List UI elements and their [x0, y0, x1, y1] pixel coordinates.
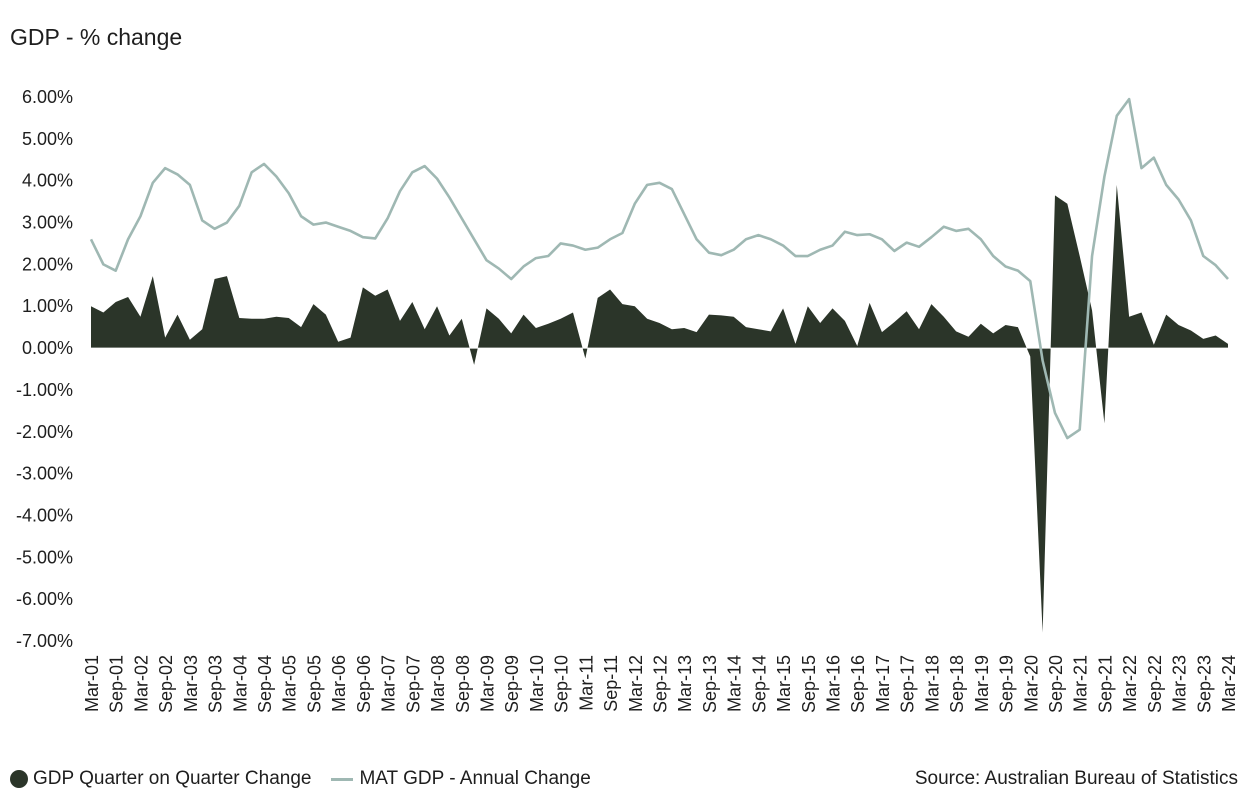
x-tick-label: Mar-19	[972, 655, 992, 712]
y-tick-label: -6.00%	[16, 589, 73, 609]
series-mat-line	[89, 97, 1229, 440]
y-tick-label: 4.00%	[22, 171, 73, 191]
x-tick-label: Sep-10	[552, 655, 572, 713]
x-tick-label: Sep-11	[601, 655, 621, 712]
y-tick-label: -7.00%	[16, 631, 73, 651]
x-tick-label: Mar-14	[725, 655, 745, 712]
x-tick-label: Mar-06	[329, 655, 349, 712]
x-tick-label: Mar-05	[280, 655, 300, 712]
x-tick-label: Mar-09	[477, 655, 497, 712]
x-tick-label: Sep-06	[354, 655, 374, 713]
x-tick-label: Mar-08	[428, 655, 448, 712]
x-tick-label: Sep-01	[107, 655, 127, 713]
x-tick-label: Mar-23	[1170, 655, 1190, 712]
y-tick-label: 0.00%	[22, 338, 73, 358]
x-tick-label: Sep-04	[255, 655, 275, 713]
y-tick-label: -3.00%	[16, 464, 73, 484]
y-tick-label: -5.00%	[16, 547, 73, 567]
x-tick-label: Sep-19	[997, 655, 1017, 713]
x-tick-label: Sep-03	[206, 655, 226, 713]
legend-item-qoq: GDP Quarter on Quarter Change	[10, 768, 311, 790]
x-tick-label: Sep-08	[453, 655, 473, 713]
x-tick-label: Sep-13	[700, 655, 720, 713]
x-tick-label: Mar-18	[922, 655, 942, 712]
x-tick-label: Mar-10	[527, 655, 547, 712]
x-tick-label: Sep-18	[947, 655, 967, 713]
x-tick-label: Sep-07	[403, 655, 423, 713]
y-tick-label: -2.00%	[16, 422, 73, 442]
x-tick-label: Mar-13	[675, 655, 695, 712]
source-note: Source: Australian Bureau of Statistics	[914, 768, 1238, 789]
y-tick-label: -1.00%	[16, 380, 73, 400]
x-tick-label: Sep-15	[799, 655, 819, 713]
y-tick-label: 3.00%	[22, 213, 73, 233]
x-tick-label: Sep-12	[651, 655, 671, 713]
y-axis-labels: 6.00% 5.00% 4.00% 3.00% 2.00% 1.00% 0.00% -1.00…	[16, 87, 73, 651]
x-tick-label: Mar-17	[873, 655, 893, 712]
legend-swatch-qoq	[10, 770, 28, 788]
x-tick-label: Mar-04	[230, 655, 250, 712]
x-tick-label: Mar-03	[181, 655, 201, 712]
x-tick-label: Mar-24	[1219, 655, 1239, 712]
y-tick-label: 6.00%	[22, 87, 73, 107]
x-tick-label: Sep-20	[1046, 655, 1066, 713]
y-tick-label: 1.00%	[22, 296, 73, 316]
series-qoq-area	[91, 184, 1228, 633]
x-tick-label: Sep-14	[749, 655, 769, 713]
y-tick-label: 2.00%	[22, 254, 73, 274]
chart-title: GDP - % change	[10, 24, 183, 50]
x-tick-label: Mar-22	[1120, 655, 1140, 712]
qoq-area-layer	[91, 184, 1228, 633]
x-tick-label: Mar-01	[82, 655, 102, 712]
chart-plot: 6.00% 5.00% 4.00% 3.00% 2.00% 1.00% 0.00% -1.00…	[16, 87, 1239, 713]
y-tick-label: 5.00%	[22, 129, 73, 149]
x-tick-label: Sep-23	[1194, 655, 1214, 713]
x-tick-label: Sep-17	[898, 655, 918, 713]
legend: GDP Quarter on Quarter Change MAT GDP - …	[10, 768, 611, 790]
x-tick-label: Sep-21	[1095, 655, 1115, 713]
legend-label-qoq: GDP Quarter on Quarter Change	[33, 768, 312, 789]
y-tick-label: -4.00%	[16, 505, 73, 525]
x-tick-label: Sep-09	[502, 655, 522, 713]
x-tick-label: Mar-12	[626, 655, 646, 712]
x-tick-label: Mar-20	[1021, 655, 1041, 712]
x-tick-label: Mar-16	[824, 655, 844, 712]
x-tick-label: Mar-11	[576, 655, 596, 711]
x-tick-label: Sep-05	[304, 655, 324, 713]
mat-line-layer	[89, 97, 1229, 440]
legend-label-mat: MAT GDP - Annual Change	[359, 768, 591, 789]
x-tick-label: Sep-22	[1145, 655, 1165, 713]
x-tick-label: Sep-02	[156, 655, 176, 713]
x-tick-label: Mar-02	[131, 655, 151, 712]
legend-swatch-mat	[331, 777, 354, 781]
x-tick-label: Mar-07	[379, 655, 399, 712]
x-tick-label: Sep-16	[848, 655, 868, 713]
x-tick-label: Mar-21	[1071, 655, 1091, 712]
x-tick-label: Mar-15	[774, 655, 794, 712]
legend-item-mat: MAT GDP - Annual Change	[331, 768, 591, 790]
x-axis-labels: Mar-01 Sep-01 Mar-02 Sep-02 Mar-03 Sep-03 Mar-…	[82, 655, 1239, 713]
